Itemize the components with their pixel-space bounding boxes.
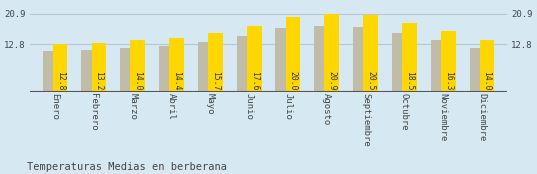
Bar (42, 51, 57, 92)
Bar (363, 15, 378, 92)
Text: 13.2: 13.2 (95, 71, 104, 91)
Bar (469, 48, 484, 92)
Bar (324, 14, 339, 92)
Bar (120, 48, 135, 92)
Text: 14.4: 14.4 (172, 71, 181, 91)
Bar (286, 17, 300, 92)
Bar (247, 26, 262, 92)
Text: 16.3: 16.3 (444, 71, 453, 91)
Bar (480, 40, 495, 92)
Bar (237, 36, 251, 92)
Text: Temperaturas Medias en berberana: Temperaturas Medias en berberana (27, 162, 227, 172)
Bar (53, 44, 68, 92)
Text: 15.7: 15.7 (211, 71, 220, 91)
Bar (208, 33, 223, 92)
Bar (198, 42, 213, 92)
Bar (169, 38, 184, 92)
Bar (314, 26, 329, 92)
Bar (91, 43, 106, 92)
Bar (441, 31, 455, 92)
Bar (275, 29, 290, 92)
Bar (392, 33, 407, 92)
Bar (402, 23, 417, 92)
Bar (353, 27, 368, 92)
Text: 14.0: 14.0 (133, 71, 142, 91)
Text: 18.5: 18.5 (405, 71, 414, 91)
Text: 20.0: 20.0 (288, 71, 297, 91)
Text: 14.0: 14.0 (482, 71, 491, 91)
Bar (431, 40, 446, 92)
Text: 20.9: 20.9 (327, 71, 336, 91)
Text: 12.8: 12.8 (56, 71, 64, 91)
Text: 20.5: 20.5 (366, 71, 375, 91)
Text: 17.6: 17.6 (250, 71, 259, 91)
Bar (159, 46, 174, 92)
Bar (82, 50, 96, 92)
Bar (130, 40, 145, 92)
